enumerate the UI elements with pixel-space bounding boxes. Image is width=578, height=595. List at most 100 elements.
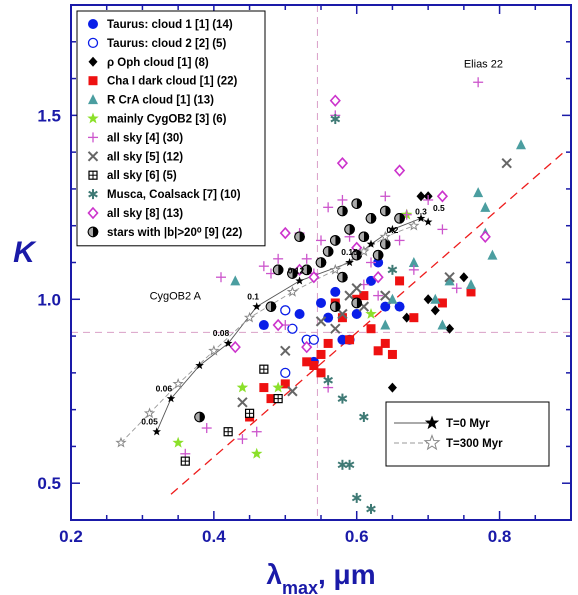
track-point-0-7 bbox=[366, 239, 376, 248]
point-s4-0 bbox=[230, 275, 241, 286]
point-s6-21 bbox=[373, 290, 384, 301]
y-axis-title: K bbox=[13, 236, 37, 269]
point-s9-3 bbox=[337, 459, 348, 470]
annotations: 0.05 0.06 0.08 0.1 0.12 0.15 0.2 0.3 0.5 Elias 22… bbox=[141, 59, 503, 427]
point-s3-18 bbox=[395, 276, 405, 286]
legend-marker-5 bbox=[87, 112, 99, 124]
point-s7-2 bbox=[287, 386, 298, 397]
point-s11-5 bbox=[315, 257, 327, 268]
point-s8-1 bbox=[223, 427, 233, 437]
point-s11-0 bbox=[194, 411, 205, 423]
point-s3-17 bbox=[387, 349, 397, 359]
x-axis-title-unit: , μm bbox=[318, 559, 376, 590]
point-s6-28 bbox=[451, 283, 462, 294]
point-s6-16 bbox=[337, 194, 348, 205]
point-s1-1 bbox=[287, 323, 298, 334]
point-s0-13 bbox=[394, 301, 405, 312]
point-s9-9 bbox=[387, 264, 398, 275]
point-s10-12 bbox=[479, 230, 491, 243]
point-s11-3 bbox=[294, 231, 305, 243]
point-s0-11 bbox=[373, 257, 384, 268]
track-label-8: 0.5 bbox=[433, 203, 445, 213]
point-s8-0 bbox=[180, 456, 190, 466]
point-s6-3 bbox=[237, 434, 248, 445]
track-label-5: 0.15 bbox=[341, 247, 358, 257]
track-point-1-2 bbox=[172, 377, 184, 389]
legend-label-0: Taurus: cloud 1 [1] (14) bbox=[107, 19, 233, 31]
point-s0-5 bbox=[323, 312, 334, 323]
point-s2-6 bbox=[445, 323, 455, 334]
track-legend: T=0 Myr T=300 Myr bbox=[385, 401, 550, 467]
point-s6-20 bbox=[366, 257, 376, 268]
point-s7-7 bbox=[351, 283, 362, 294]
point-s9-4 bbox=[344, 459, 355, 470]
point-s11-21 bbox=[351, 297, 363, 309]
x-tick-label-2: 0.6 bbox=[345, 527, 369, 546]
legend-marker-10 bbox=[87, 206, 99, 220]
legend-label-2: ρ Oph cloud [1] (8) bbox=[107, 57, 209, 69]
point-s11-20 bbox=[329, 301, 341, 312]
point-s10-7 bbox=[336, 156, 349, 170]
point-s8-3 bbox=[259, 364, 269, 374]
legend-marker-3 bbox=[88, 76, 98, 86]
track-label-3: 0.1 bbox=[247, 291, 259, 301]
legend-label-8: all sky [6] (5) bbox=[107, 170, 177, 182]
point-s3-2 bbox=[266, 394, 276, 404]
legend-marker-2 bbox=[88, 56, 98, 67]
legend-marker-9 bbox=[88, 189, 98, 200]
point-s4-8 bbox=[473, 187, 484, 198]
point-s0-7 bbox=[337, 334, 348, 345]
point-s8-2 bbox=[244, 408, 255, 418]
point-s8-4 bbox=[273, 394, 283, 404]
point-s4-12 bbox=[516, 139, 526, 150]
point-s7-10 bbox=[444, 272, 455, 283]
x-axis-title-sub: max bbox=[282, 578, 318, 595]
point-s6-2 bbox=[216, 272, 226, 283]
y-tick-label-2: 1.5 bbox=[37, 106, 61, 125]
track-point-0-1 bbox=[166, 394, 176, 403]
track-point-0-4 bbox=[252, 302, 261, 311]
point-s6-29 bbox=[473, 77, 484, 88]
legend: Taurus: cloud 1 [1] (14) Taurus: cloud 2 … bbox=[76, 10, 266, 247]
point-s4-6 bbox=[444, 275, 455, 286]
point-s6-27 bbox=[437, 224, 448, 235]
point-s11-13 bbox=[358, 231, 370, 243]
legend-label-6: all sky [4] (30) bbox=[107, 132, 183, 144]
legend-marker-1 bbox=[87, 37, 99, 49]
legend-label-9: Musca, Coalsack [7] (10) bbox=[107, 189, 241, 201]
point-s9-2 bbox=[337, 393, 348, 404]
point-s11-19 bbox=[265, 301, 277, 312]
legend-marker-7 bbox=[87, 151, 99, 162]
track-point-0-2 bbox=[195, 361, 204, 370]
point-s7-1 bbox=[280, 345, 291, 356]
point-s4-4 bbox=[430, 293, 441, 304]
point-s10-11 bbox=[436, 190, 449, 203]
track-point-0-9 bbox=[416, 213, 426, 222]
legend-label-4: R CrA cloud [1] (13) bbox=[107, 95, 214, 107]
point-s4-5 bbox=[437, 319, 448, 330]
point-s7-11 bbox=[501, 157, 512, 169]
point-s2-7 bbox=[459, 272, 469, 283]
track-label-4: 0.12 bbox=[288, 266, 305, 276]
point-s7-3 bbox=[315, 316, 327, 327]
point-s6-26 bbox=[423, 194, 434, 205]
legend-label-10: all sky [8] (13) bbox=[107, 208, 183, 220]
point-s10-10 bbox=[393, 164, 406, 177]
point-s6-7 bbox=[273, 253, 284, 264]
point-s11-8 bbox=[337, 205, 348, 217]
point-s10-5 bbox=[308, 271, 320, 284]
point-s6-25 bbox=[408, 264, 419, 275]
point-s10-2 bbox=[279, 226, 291, 240]
point-s9-5 bbox=[351, 492, 362, 503]
point-s4-1 bbox=[380, 319, 391, 330]
point-s0-6 bbox=[330, 286, 341, 297]
annotation-1: CygOB2 A bbox=[150, 290, 202, 302]
point-s11-11 bbox=[351, 198, 363, 209]
point-s0-4 bbox=[316, 297, 326, 308]
point-s9-7 bbox=[366, 503, 376, 514]
point-s7-4 bbox=[330, 323, 341, 334]
point-s3-16 bbox=[380, 338, 390, 348]
legend-label-3: Cha I dark cloud [1] (22) bbox=[107, 76, 238, 88]
point-s5-2 bbox=[251, 447, 263, 459]
track-point-0-10 bbox=[423, 217, 433, 226]
